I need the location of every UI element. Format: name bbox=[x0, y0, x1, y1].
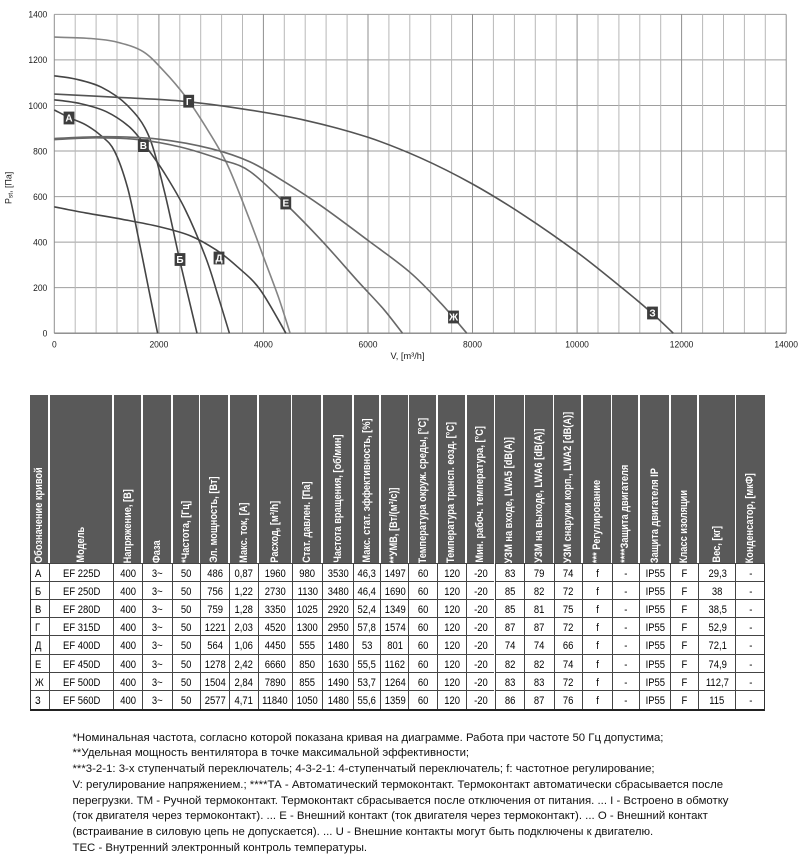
svg-text:1000: 1000 bbox=[28, 101, 47, 112]
svg-text:З: З bbox=[649, 309, 655, 320]
svg-text:1400: 1400 bbox=[28, 10, 47, 21]
svg-text:6000: 6000 bbox=[359, 339, 378, 350]
svg-text:1200: 1200 bbox=[28, 55, 47, 66]
svg-text:800: 800 bbox=[33, 146, 47, 157]
svg-text:12000: 12000 bbox=[670, 339, 694, 350]
svg-text:200: 200 bbox=[33, 283, 47, 294]
svg-text:10000: 10000 bbox=[565, 339, 589, 350]
svg-text:Б: Б bbox=[176, 255, 183, 266]
svg-text:Е: Е bbox=[282, 199, 289, 210]
svg-text:Д: Д bbox=[215, 254, 222, 265]
svg-text:А: А bbox=[65, 114, 72, 125]
svg-text:4000: 4000 bbox=[254, 339, 273, 350]
svg-text:Pst, [Па]: Pst, [Па] bbox=[4, 172, 15, 204]
svg-text:8000: 8000 bbox=[463, 339, 482, 350]
svg-text:600: 600 bbox=[33, 192, 47, 203]
svg-text:В: В bbox=[140, 141, 147, 152]
svg-text:V, [m³/h]: V, [m³/h] bbox=[391, 351, 425, 362]
svg-text:Г: Г bbox=[186, 97, 192, 108]
svg-text:0: 0 bbox=[52, 339, 57, 350]
svg-text:400: 400 bbox=[33, 237, 47, 248]
svg-text:0: 0 bbox=[43, 329, 48, 340]
svg-text:2000: 2000 bbox=[149, 339, 168, 350]
svg-text:Ж: Ж bbox=[448, 313, 459, 324]
svg-text:14000: 14000 bbox=[774, 339, 798, 350]
